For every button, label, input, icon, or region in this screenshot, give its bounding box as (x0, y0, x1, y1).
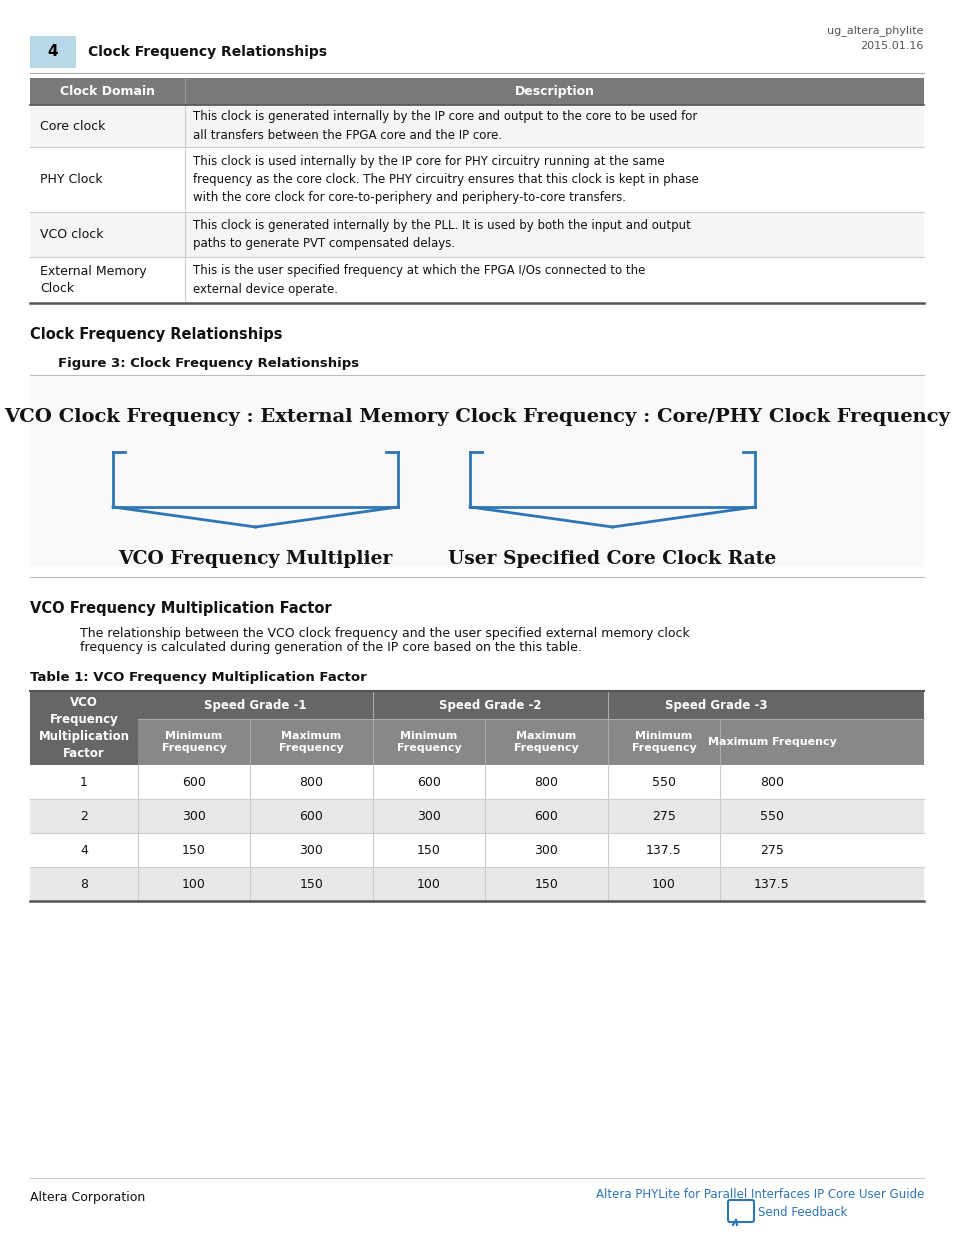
Text: 137.5: 137.5 (753, 878, 789, 890)
Text: Description: Description (514, 85, 594, 98)
Text: 550: 550 (651, 776, 676, 788)
Text: 300: 300 (534, 844, 558, 857)
Text: 800: 800 (299, 776, 323, 788)
Text: ug_altera_phylite
2015.01.16: ug_altera_phylite 2015.01.16 (826, 25, 923, 51)
Text: PHY Clock: PHY Clock (40, 173, 103, 186)
Text: 150: 150 (534, 878, 558, 890)
Text: 300: 300 (182, 809, 206, 823)
Text: Speed Grade -2: Speed Grade -2 (438, 699, 541, 711)
Text: 300: 300 (299, 844, 323, 857)
Text: 4: 4 (48, 44, 58, 59)
Text: User Specified Core Clock Rate: User Specified Core Clock Rate (448, 550, 776, 568)
Text: 2: 2 (80, 809, 88, 823)
Bar (30, 147, 923, 212)
Text: Clock Domain: Clock Domain (60, 85, 154, 98)
Text: frequency is calculated during generation of the IP core based on the this table: frequency is calculated during generatio… (80, 641, 581, 653)
Bar (30, 719, 923, 764)
Text: Minimum
Frequency: Minimum Frequency (161, 731, 226, 753)
Text: 600: 600 (182, 776, 206, 788)
Bar (30, 78, 923, 105)
Text: 8: 8 (80, 878, 88, 890)
Text: 550: 550 (760, 809, 783, 823)
Text: External Memory
Clock: External Memory Clock (40, 266, 147, 295)
Text: This clock is used internally by the IP core for PHY circuitry running at the sa: This clock is used internally by the IP … (193, 154, 698, 205)
Bar (30, 799, 923, 832)
Text: Minimum
Frequency: Minimum Frequency (396, 731, 461, 753)
Text: 4: 4 (80, 844, 88, 857)
Text: 150: 150 (416, 844, 440, 857)
Text: 137.5: 137.5 (645, 844, 681, 857)
Bar (30, 36, 76, 68)
Text: VCO
Frequency
Multiplication
Factor: VCO Frequency Multiplication Factor (38, 697, 130, 760)
Text: Speed Grade -3: Speed Grade -3 (664, 699, 766, 711)
Text: 150: 150 (182, 844, 206, 857)
Text: The relationship between the VCO clock frequency and the user specified external: The relationship between the VCO clock f… (80, 626, 689, 640)
Bar (30, 867, 923, 902)
Text: 600: 600 (416, 776, 440, 788)
Text: Maximum Frequency: Maximum Frequency (707, 737, 836, 747)
Text: This is the user specified frequency at which the FPGA I/Os connected to the
ext: This is the user specified frequency at … (193, 264, 644, 295)
Bar (30, 212, 923, 257)
Bar (30, 764, 923, 799)
FancyBboxPatch shape (727, 1200, 753, 1221)
Text: Table 1: VCO Frequency Multiplication Factor: Table 1: VCO Frequency Multiplication Fa… (30, 671, 366, 683)
Text: Core clock: Core clock (40, 120, 105, 132)
Text: Figure 3: Clock Frequency Relationships: Figure 3: Clock Frequency Relationships (58, 357, 358, 369)
Bar (30, 377, 923, 567)
Text: 150: 150 (299, 878, 323, 890)
Text: This clock is generated internally by the PLL. It is used by both the input and : This clock is generated internally by th… (193, 219, 690, 251)
Text: Clock Frequency Relationships: Clock Frequency Relationships (30, 326, 282, 342)
Text: Speed Grade -1: Speed Grade -1 (204, 699, 307, 711)
Bar (30, 832, 923, 867)
Text: 275: 275 (760, 844, 783, 857)
Bar (30, 692, 138, 764)
Text: 100: 100 (182, 878, 206, 890)
Text: Maximum
Frequency: Maximum Frequency (279, 731, 343, 753)
Text: 800: 800 (534, 776, 558, 788)
Text: This clock is generated internally by the IP core and output to the core to be u: This clock is generated internally by th… (193, 110, 697, 142)
Text: 800: 800 (760, 776, 783, 788)
Text: 600: 600 (299, 809, 323, 823)
Text: 100: 100 (652, 878, 676, 890)
Text: Altera Corporation: Altera Corporation (30, 1192, 145, 1204)
Text: Maximum
Frequency: Maximum Frequency (514, 731, 578, 753)
Bar (30, 692, 923, 719)
Text: Altera PHYLite for Parallel Interfaces IP Core User Guide: Altera PHYLite for Parallel Interfaces I… (595, 1188, 923, 1200)
Text: 275: 275 (652, 809, 676, 823)
Text: Clock Frequency Relationships: Clock Frequency Relationships (88, 44, 327, 59)
Bar (30, 257, 923, 303)
Text: Send Feedback: Send Feedback (758, 1205, 846, 1219)
Text: 600: 600 (534, 809, 558, 823)
Text: 1: 1 (80, 776, 88, 788)
Bar (30, 105, 923, 147)
Text: VCO Frequency Multiplication Factor: VCO Frequency Multiplication Factor (30, 600, 332, 615)
Text: Minimum
Frequency: Minimum Frequency (631, 731, 696, 753)
Text: VCO Clock Frequency : External Memory Clock Frequency : Core/PHY Clock Frequency: VCO Clock Frequency : External Memory Cl… (4, 408, 949, 426)
Text: VCO Frequency Multiplier: VCO Frequency Multiplier (118, 550, 393, 568)
Text: VCO clock: VCO clock (40, 228, 103, 241)
Text: 100: 100 (416, 878, 440, 890)
Text: 300: 300 (416, 809, 440, 823)
